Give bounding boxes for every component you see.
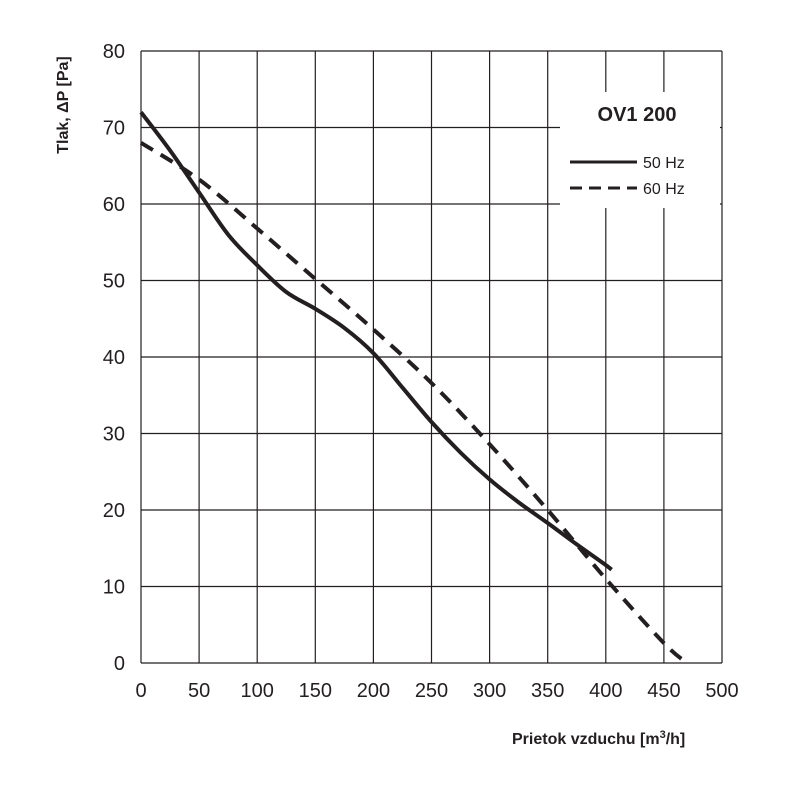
- x-tick-label: 150: [299, 680, 332, 702]
- y-tick-label: 10: [103, 577, 125, 599]
- x-axis-title-end: /h]: [666, 731, 686, 748]
- series-line-50-hz: [139, 110, 613, 572]
- x-axis-title-superscript: 3: [660, 729, 666, 741]
- x-tick-label: 500: [705, 680, 738, 702]
- y-tick-label: 30: [103, 424, 125, 446]
- legend-title: OV1 200: [598, 104, 677, 126]
- legend-label: 60 Hz: [643, 181, 685, 198]
- y-tick-label: 40: [103, 347, 125, 369]
- x-tick-label: 450: [647, 680, 680, 702]
- y-tick-label: 70: [103, 118, 125, 140]
- x-axis-title: Prietok vzduchu [m3/h]: [512, 729, 685, 748]
- x-tick-label: 250: [415, 680, 448, 702]
- y-tick-label: 80: [103, 41, 125, 63]
- x-tick-label: 400: [589, 680, 622, 702]
- x-tick-label: 300: [473, 680, 506, 702]
- x-axis-title-main: Prietok vzduchu [m: [512, 731, 660, 748]
- x-tick-label: 50: [188, 680, 210, 702]
- y-tick-label: 0: [114, 653, 125, 675]
- series-line-60-hz: [139, 141, 689, 665]
- y-tick-label: 60: [103, 194, 125, 216]
- y-tick-label: 20: [103, 500, 125, 522]
- y-tick-labels: 0 10 20 30 40 50 60 70 80: [103, 41, 125, 675]
- legend-label: 50 Hz: [643, 155, 685, 172]
- series-lines: [139, 110, 689, 665]
- x-tick-label: 100: [241, 680, 274, 702]
- legend-background: [560, 92, 720, 208]
- x-tick-label: 0: [135, 680, 146, 702]
- y-tick-label: 50: [103, 271, 125, 293]
- x-tick-labels: 0 50 100 150 200 250 300 350 400 450 500: [135, 680, 738, 702]
- legend: 50 Hz 60 Hz: [570, 155, 685, 198]
- x-tick-label: 200: [357, 680, 390, 702]
- y-axis-title: Tlak, ΔP [Pa]: [55, 56, 72, 153]
- x-tick-label: 350: [531, 680, 564, 702]
